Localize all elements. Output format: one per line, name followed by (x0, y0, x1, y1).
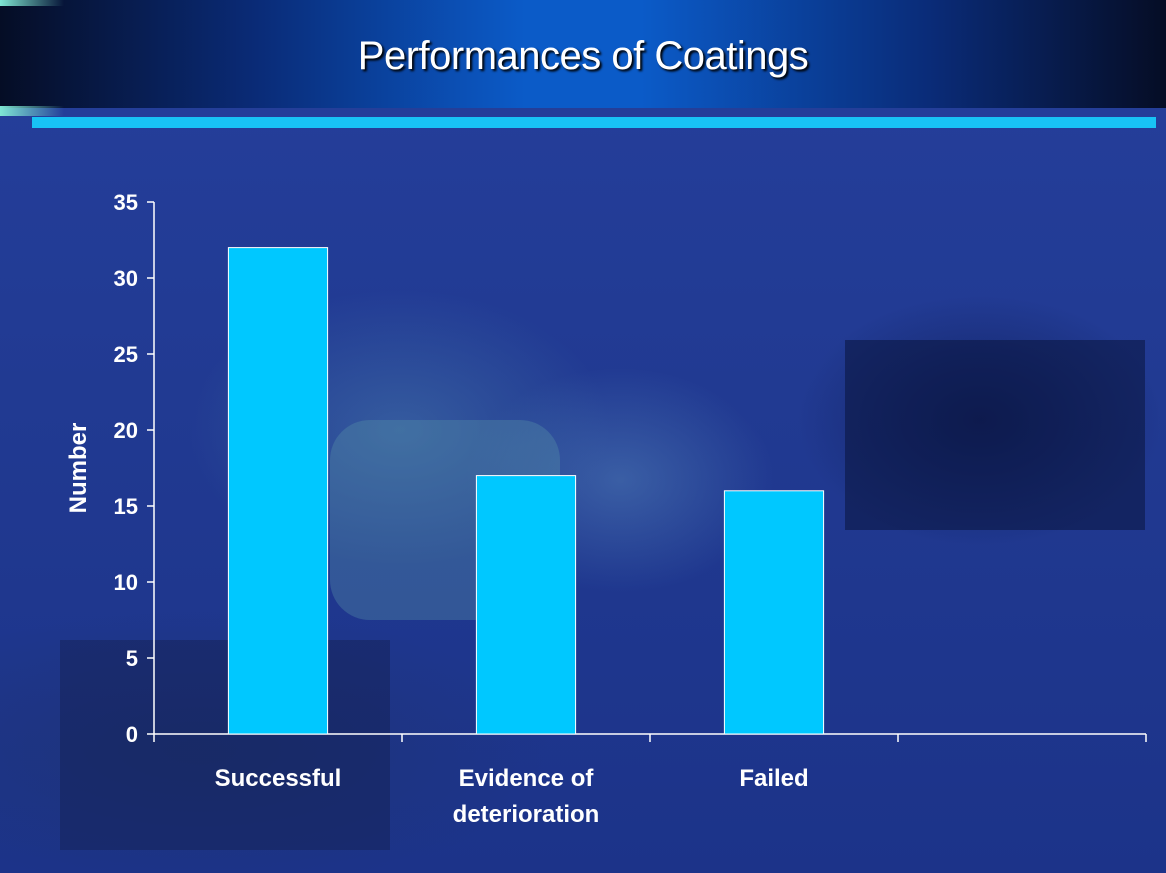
y-tick-label: 5 (126, 646, 138, 671)
y-axis: 0 5 10 15 20 25 30 35 (114, 190, 155, 747)
background-photo-dark-lower (60, 640, 390, 850)
y-tick-label: 20 (114, 418, 138, 443)
bar-evidence-of-deterioration (475, 475, 577, 735)
slide-title: Performances of Coatings (357, 34, 809, 78)
y-tick-label: 10 (114, 570, 138, 595)
banner-corner-accent-bottom (0, 106, 64, 116)
y-tick-label: 35 (114, 190, 138, 215)
bars (227, 247, 825, 735)
x-category-label: Evidence of deterioration (453, 765, 600, 828)
title-banner (0, 0, 1166, 108)
bar-successful (227, 247, 329, 735)
y-tick-label: 30 (114, 266, 138, 291)
bar-failed (723, 490, 825, 735)
banner-corner-accent (0, 0, 64, 6)
y-tick-label: 15 (114, 494, 138, 519)
x-category-label: Failed (739, 765, 808, 792)
x-axis: Successful Evidence of deterioration Failed (153, 733, 1147, 828)
y-tick-label: 0 (126, 722, 138, 747)
title-accent-bar (32, 117, 1156, 128)
y-axis-title: Number (65, 423, 92, 514)
x-category-label: Successful (215, 765, 342, 792)
background-photo-dark-window (845, 340, 1145, 530)
y-tick-label: 25 (114, 342, 138, 367)
